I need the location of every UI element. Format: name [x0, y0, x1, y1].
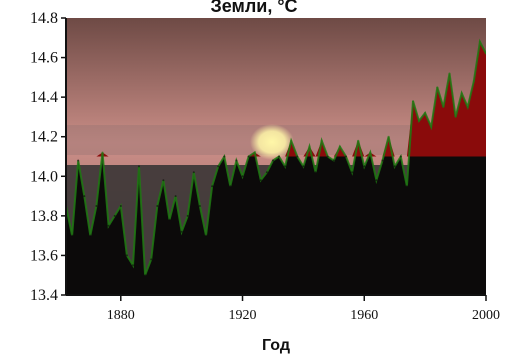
data-point: [162, 179, 165, 182]
data-point: [138, 165, 140, 168]
data-point: [144, 274, 147, 277]
data-point: [412, 100, 414, 103]
data-point: [472, 80, 475, 83]
data-point: [430, 125, 433, 128]
data-point: [77, 159, 80, 162]
data-point: [369, 151, 372, 154]
data-point: [448, 72, 451, 75]
data-point: [241, 175, 244, 178]
y-tick-label: 13.8: [30, 208, 58, 225]
axes: 13.4 13.6 13.8 14.0 14.2 14.4 14.6 14.8 1880 1920…: [30, 10, 500, 323]
data-point: [107, 224, 110, 227]
data-point: [466, 106, 469, 108]
temperature-line: [66, 38, 486, 276]
y-tick-label: 14.2: [30, 129, 58, 146]
data-point: [265, 171, 268, 174]
x-tick-label: 1880: [107, 308, 135, 323]
data-point: [89, 234, 92, 237]
data-point: [217, 165, 220, 168]
data-point: [223, 155, 226, 158]
data-point: [83, 195, 86, 198]
data-point: [338, 145, 341, 148]
data-point: [278, 155, 280, 158]
data-point: [302, 165, 305, 168]
data-point: [235, 159, 238, 162]
data-point: [211, 185, 214, 188]
data-point: [101, 151, 104, 154]
y-tick-label: 14.6: [30, 50, 58, 67]
data-point: [150, 258, 153, 261]
temperature-area: [66, 41, 486, 295]
sun-glow: [250, 124, 294, 160]
data-point: [381, 159, 384, 162]
data-point: [180, 230, 183, 233]
data-point: [95, 205, 98, 207]
data-point: [460, 92, 463, 95]
data-point: [314, 171, 317, 174]
data-point: [247, 155, 250, 158]
data-point: [399, 155, 402, 158]
data-point: [113, 214, 116, 217]
data-point: [290, 139, 293, 142]
data-point: [284, 165, 287, 168]
y-tick-label: 13.4: [30, 287, 58, 304]
x-tick-label: 2000: [472, 308, 500, 323]
data-point: [405, 185, 408, 188]
data-point: [205, 234, 207, 237]
data-point: [418, 119, 420, 122]
data-point: [119, 205, 122, 207]
data-point: [351, 171, 354, 174]
x-tick-label: 1960: [350, 308, 378, 323]
data-point: [192, 171, 195, 174]
y-tick-label: 13.6: [30, 247, 58, 264]
data-point: [229, 185, 232, 188]
data-marks: [66, 38, 486, 295]
y-tick-label: 14.8: [30, 10, 58, 27]
data-point: [132, 264, 134, 267]
data-point: [186, 214, 189, 217]
chart-title: Земли, °C: [210, 0, 297, 16]
data-point: [71, 234, 74, 237]
data-point: [424, 112, 427, 114]
data-point: [332, 159, 335, 162]
data-point: [326, 155, 329, 158]
data-point: [357, 139, 360, 142]
x-axis-label: Год: [262, 337, 290, 354]
data-point: [436, 86, 439, 89]
data-point: [125, 254, 128, 257]
data-point: [296, 155, 299, 158]
data-point: [363, 165, 366, 168]
x-tick-label: 1920: [229, 308, 257, 323]
data-point: [156, 205, 159, 207]
data-point: [198, 205, 201, 207]
data-point: [393, 165, 396, 168]
data-point: [387, 135, 390, 138]
data-point: [485, 52, 486, 55]
data-point: [442, 106, 445, 108]
data-point: [308, 145, 311, 148]
data-point: [320, 139, 323, 142]
data-point: [272, 159, 274, 162]
data-point: [174, 195, 177, 198]
data-point: [345, 155, 347, 158]
data-point: [478, 40, 481, 43]
data-point: [375, 179, 378, 182]
data-point: [259, 179, 262, 182]
above-baseline-area: [66, 41, 486, 157]
data-point: [168, 218, 171, 221]
data-point: [454, 115, 457, 118]
data-point: [253, 151, 256, 154]
y-tick-label: 14.4: [30, 89, 58, 106]
y-tick-label: 14.0: [30, 168, 58, 185]
